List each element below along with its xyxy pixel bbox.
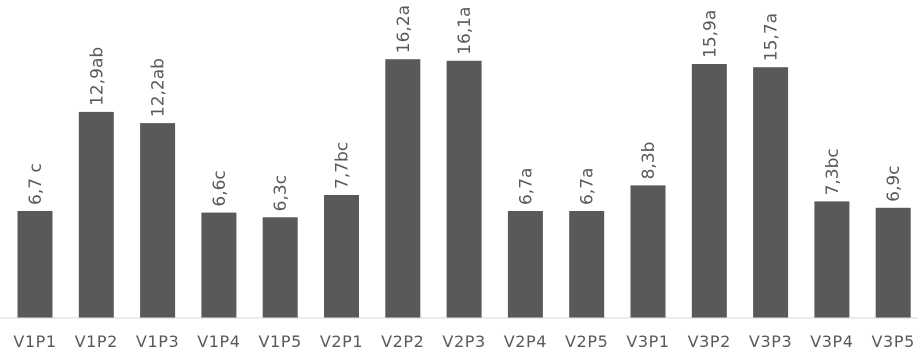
x-tick-label-v2p5: V2P5 (565, 332, 608, 351)
x-tick-label-v2p1: V2P1 (320, 332, 363, 351)
x-tick-label-v3p3: V3P3 (749, 332, 792, 351)
bar-v2p4 (507, 211, 543, 318)
x-tick-label-v3p1: V3P1 (626, 332, 669, 351)
data-label-v3p5: 6,9c (884, 165, 904, 201)
x-tick-label-v1p4: V1P4 (197, 332, 240, 351)
data-label-v1p2: 12,9ab (87, 47, 107, 106)
x-tick-label-v2p4: V2P4 (504, 332, 547, 351)
data-label-v3p2: 15,9a (700, 10, 720, 58)
bar-v3p3 (753, 67, 789, 318)
data-label-v2p3: 16,1a (455, 7, 475, 55)
data-label-v1p3: 12,2ab (149, 58, 169, 117)
data-label-v3p3: 15,7a (762, 13, 782, 61)
data-label-v2p2: 16,2a (394, 5, 414, 53)
data-label-v1p4: 6,6c (210, 170, 230, 206)
x-tick-label-v3p5: V3P5 (872, 332, 915, 351)
bar-v3p1 (630, 185, 666, 318)
x-tick-label-v1p5: V1P5 (259, 332, 302, 351)
data-label-v1p5: 6,3c (271, 175, 291, 211)
x-tick-label-v2p3: V2P3 (442, 332, 485, 351)
data-labels-layer: 6,7 c 12,9ab 12,2ab 6,6c 6,3c 7,7bc 16,2a 16,1a… (26, 5, 904, 211)
data-label-v3p1: 8,3b (639, 142, 659, 180)
data-label-v2p1: 7,7bc (333, 142, 353, 189)
x-tick-label-v3p4: V3P4 (810, 332, 853, 351)
bars-layer (17, 59, 911, 319)
bar-v2p2 (385, 59, 421, 318)
bar-v2p5 (569, 211, 605, 318)
data-label-v3p4: 7,3bc (823, 148, 843, 195)
bar-v3p5 (875, 207, 911, 318)
data-label-v1p1: 6,7 c (26, 163, 46, 205)
x-tick-label-v2p2: V2P2 (381, 332, 424, 351)
x-tick-label-v1p1: V1P1 (13, 332, 56, 351)
bar-v1p4 (201, 212, 237, 318)
bar-v1p1 (17, 211, 53, 318)
bar-v2p3 (446, 60, 482, 319)
bar-v1p2 (78, 111, 114, 319)
x-tick-label-v1p2: V1P2 (75, 332, 118, 351)
data-label-v2p4: 6,7a (516, 168, 536, 205)
bar-v3p4 (814, 201, 850, 318)
bar-v3p2 (691, 64, 727, 318)
x-tick-labels-layer: V1P1 V1P2 V1P3 V1P4 V1P5 V2P1 V2P2 V2P3 V2P4 V2P5… (13, 332, 915, 351)
x-tick-label-v1p3: V1P3 (136, 332, 179, 351)
bar-v1p3 (140, 123, 176, 318)
data-label-v2p5: 6,7a (578, 168, 598, 205)
x-tick-label-v3p2: V3P2 (688, 332, 731, 351)
bar-v2p1 (324, 195, 359, 318)
bar-v1p5 (262, 217, 298, 318)
